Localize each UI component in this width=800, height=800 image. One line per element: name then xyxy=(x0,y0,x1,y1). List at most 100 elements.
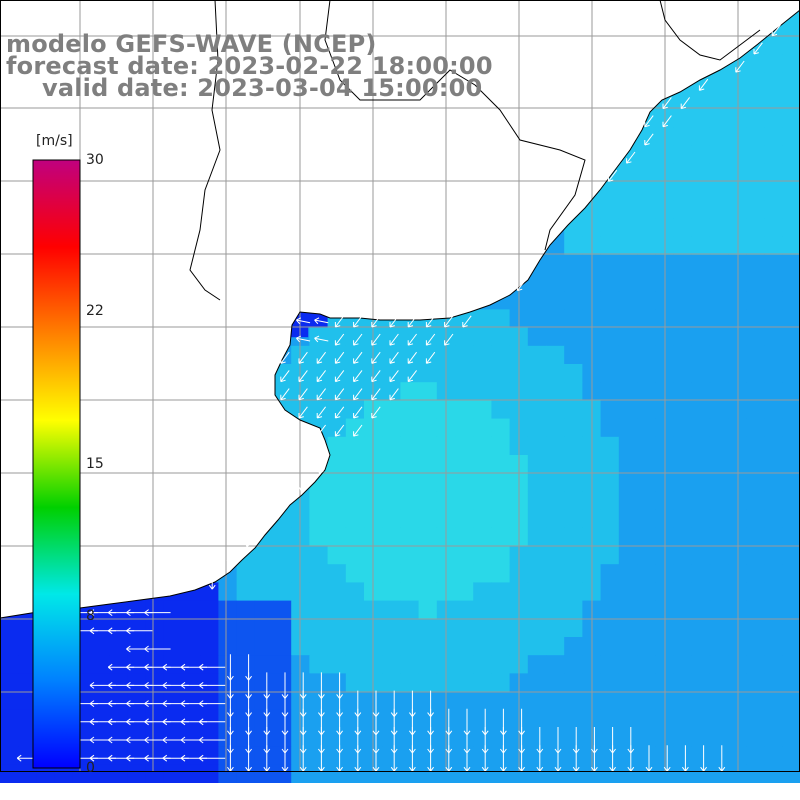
field-cell xyxy=(691,618,711,638)
field-cell xyxy=(145,618,165,638)
field-cell xyxy=(691,127,711,146)
field-cell xyxy=(709,345,729,365)
wind-arrow xyxy=(198,700,226,707)
field-cell xyxy=(236,655,256,674)
field-cell xyxy=(382,491,401,510)
field-cell xyxy=(618,491,638,510)
field-cell xyxy=(691,145,711,165)
field-cell xyxy=(764,72,783,92)
field-cell xyxy=(200,637,219,656)
field-cell xyxy=(691,527,711,547)
field-cell xyxy=(618,345,638,365)
field-cell xyxy=(600,582,620,601)
wind-arrow xyxy=(198,718,226,726)
field-cell xyxy=(527,564,547,583)
wind-arrow xyxy=(299,478,306,493)
field-cell xyxy=(782,527,800,547)
field-cell xyxy=(709,309,729,328)
field-cell xyxy=(746,473,765,492)
wind-arrow xyxy=(126,627,153,635)
field-cell xyxy=(782,691,800,711)
field-cell xyxy=(600,455,620,474)
field-cell xyxy=(618,473,638,492)
field-cell xyxy=(382,673,401,692)
field-cell xyxy=(764,382,783,401)
field-cell xyxy=(564,728,583,747)
field-cell xyxy=(746,564,765,583)
wind-arrow xyxy=(144,609,171,616)
field-cell xyxy=(746,109,765,128)
field-cell xyxy=(746,327,765,347)
field-cell xyxy=(618,655,638,674)
field-cell xyxy=(527,691,547,711)
field-cell xyxy=(709,182,729,201)
wind-arrow xyxy=(427,745,434,772)
field-cell xyxy=(455,436,474,456)
field-cell xyxy=(382,509,401,529)
field-cell xyxy=(673,327,692,347)
field-cell xyxy=(564,546,583,565)
field-cell xyxy=(418,673,438,692)
field-cell xyxy=(182,764,201,783)
field-cell xyxy=(673,564,692,583)
field-cell xyxy=(546,400,565,419)
field-cell xyxy=(418,600,438,620)
field-cell xyxy=(782,364,800,383)
field-cell xyxy=(345,418,365,438)
field-cell xyxy=(345,491,365,510)
field-cell xyxy=(345,400,365,419)
field-cell xyxy=(455,364,474,383)
field-cell xyxy=(418,491,438,510)
field-cell xyxy=(764,455,783,474)
field-cell xyxy=(618,582,638,601)
field-cell xyxy=(618,527,638,547)
field-cell xyxy=(473,582,492,601)
land-area xyxy=(0,0,800,618)
field-cell xyxy=(782,637,800,656)
field-cell xyxy=(691,455,711,474)
field-cell xyxy=(455,382,474,401)
field-cell xyxy=(764,309,783,328)
field-cell xyxy=(746,691,765,711)
field-cell xyxy=(600,309,620,328)
field-cell xyxy=(709,655,729,674)
field-cell xyxy=(546,618,565,638)
field-cell xyxy=(746,746,765,765)
wind-arrow xyxy=(316,351,326,364)
field-cell xyxy=(709,327,729,347)
field-cell xyxy=(618,382,638,401)
field-cell xyxy=(455,600,474,620)
field-cell xyxy=(0,618,19,638)
field-cell xyxy=(691,182,711,201)
field-cell xyxy=(273,618,292,638)
field-cell xyxy=(709,618,729,638)
field-cell xyxy=(691,273,711,292)
field-cell xyxy=(400,564,419,583)
field-cell xyxy=(145,746,165,765)
wind-arrow xyxy=(407,315,417,328)
field-cell xyxy=(600,618,620,638)
field-cell xyxy=(491,637,510,656)
wind-arrow xyxy=(316,388,326,401)
field-cell xyxy=(546,709,565,729)
field-cell xyxy=(673,236,692,256)
wind-arrow xyxy=(227,745,234,772)
wind-arrow xyxy=(698,78,709,91)
wind-arrow xyxy=(263,745,271,772)
field-cell xyxy=(673,382,692,401)
field-cell xyxy=(546,491,565,510)
wind-arrow xyxy=(334,351,345,364)
field-cell xyxy=(746,618,765,638)
field-cell xyxy=(782,436,800,456)
field-cell xyxy=(564,254,583,274)
field-cell xyxy=(127,600,146,620)
field-cell xyxy=(400,527,419,547)
field-cell xyxy=(418,455,438,474)
field-cell xyxy=(728,400,747,419)
field-cell xyxy=(673,673,692,692)
field-cell xyxy=(254,582,274,601)
coastline-path xyxy=(0,9,800,619)
field-cell xyxy=(455,455,474,474)
field-cell xyxy=(527,509,547,529)
field-cell xyxy=(673,582,692,601)
